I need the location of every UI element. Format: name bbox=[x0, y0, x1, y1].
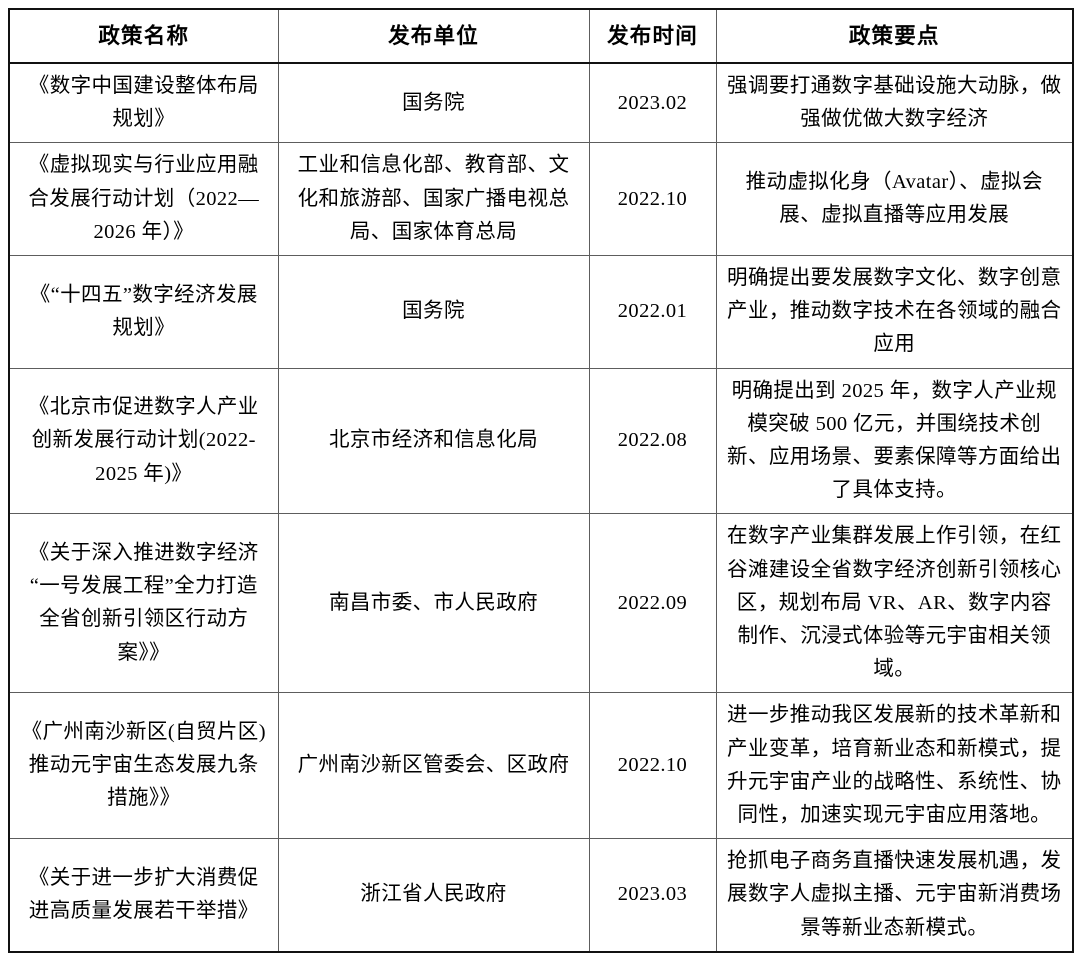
policy-table-container: 政策名称 发布单位 发布时间 政策要点 《数字中国建设整体布局规划》 国务院 2… bbox=[8, 8, 1074, 953]
cell-policy-points: 强调要打通数字基础设施大动脉，做强做优做大数字经济 bbox=[715, 62, 1073, 144]
cell-issue-date: 2022.01 bbox=[588, 255, 717, 369]
cell-issue-date: 2023.02 bbox=[588, 62, 717, 144]
cell-policy-points: 明确提出要发展数字文化、数字创意产业，推动数字技术在各领域的融合应用 bbox=[715, 255, 1073, 369]
cell-policy-name: 《“十四五”数字经济发展规划》 bbox=[9, 255, 279, 369]
cell-issuing-org: 浙江省人民政府 bbox=[277, 838, 590, 952]
cell-policy-points: 进一步推动我区发展新的技术革新和产业变革，培育新业态和新模式，提升元宇宙产业的战… bbox=[715, 692, 1073, 840]
table-row: 《广州南沙新区(自贸片区)推动元宇宙生态发展九条措施》》 广州南沙新区管委会、区… bbox=[9, 692, 1073, 840]
column-header-issue-date: 发布时间 bbox=[588, 9, 717, 64]
table-row: 《关于进一步扩大消费促进高质量发展若干举措》 浙江省人民政府 2023.03 抢… bbox=[9, 838, 1073, 952]
cell-issue-date: 2022.10 bbox=[588, 142, 717, 257]
table-row: 《“十四五”数字经济发展规划》 国务院 2022.01 明确提出要发展数字文化、… bbox=[9, 255, 1073, 369]
cell-issuing-org: 工业和信息化部、教育部、文化和旅游部、国家广播电视总局、国家体育总局 bbox=[277, 142, 590, 257]
table-row: 《数字中国建设整体布局规划》 国务院 2023.02 强调要打通数字基础设施大动… bbox=[9, 62, 1073, 144]
column-header-policy-name: 政策名称 bbox=[9, 9, 279, 64]
cell-policy-name: 《北京市促进数字人产业创新发展行动计划(2022-2025 年)》 bbox=[9, 367, 279, 515]
cell-policy-name: 《广州南沙新区(自贸片区)推动元宇宙生态发展九条措施》》 bbox=[9, 692, 279, 840]
column-header-issuing-org: 发布单位 bbox=[277, 9, 590, 64]
table-row: 《虚拟现实与行业应用融合发展行动计划（2022—2026 年）》 工业和信息化部… bbox=[9, 142, 1073, 257]
cell-policy-name: 《虚拟现实与行业应用融合发展行动计划（2022—2026 年）》 bbox=[9, 142, 279, 257]
cell-issuing-org: 广州南沙新区管委会、区政府 bbox=[277, 692, 590, 840]
cell-issuing-org: 国务院 bbox=[277, 255, 590, 369]
cell-issuing-org: 国务院 bbox=[277, 62, 590, 144]
cell-issuing-org: 南昌市委、市人民政府 bbox=[277, 513, 590, 694]
table-row: 《关于深入推进数字经济“一号发展工程”全力打造全省创新引领区行动方案》》 南昌市… bbox=[9, 513, 1073, 694]
table-row: 《北京市促进数字人产业创新发展行动计划(2022-2025 年)》 北京市经济和… bbox=[9, 367, 1073, 515]
table-body: 《数字中国建设整体布局规划》 国务院 2023.02 强调要打通数字基础设施大动… bbox=[9, 62, 1073, 952]
cell-issue-date: 2022.08 bbox=[588, 367, 717, 515]
cell-policy-name: 《关于进一步扩大消费促进高质量发展若干举措》 bbox=[9, 838, 279, 952]
cell-policy-name: 《关于深入推进数字经济“一号发展工程”全力打造全省创新引领区行动方案》》 bbox=[9, 513, 279, 694]
column-header-policy-points: 政策要点 bbox=[715, 9, 1073, 64]
cell-issue-date: 2022.10 bbox=[588, 692, 717, 840]
table-header-row: 政策名称 发布单位 发布时间 政策要点 bbox=[9, 9, 1073, 64]
cell-issue-date: 2022.09 bbox=[588, 513, 717, 694]
table-header: 政策名称 发布单位 发布时间 政策要点 bbox=[9, 9, 1073, 64]
cell-issue-date: 2023.03 bbox=[588, 838, 717, 952]
policy-table: 政策名称 发布单位 发布时间 政策要点 《数字中国建设整体布局规划》 国务院 2… bbox=[8, 8, 1074, 953]
cell-policy-points: 明确提出到 2025 年，数字人产业规模突破 500 亿元，并围绕技术创新、应用… bbox=[715, 367, 1073, 515]
cell-issuing-org: 北京市经济和信息化局 bbox=[277, 367, 590, 515]
cell-policy-points: 在数字产业集群发展上作引领，在红谷滩建设全省数字经济创新引领核心区，规划布局 V… bbox=[715, 513, 1073, 694]
cell-policy-points: 抢抓电子商务直播快速发展机遇，发展数字人虚拟主播、元宇宙新消费场景等新业态新模式… bbox=[715, 838, 1073, 952]
cell-policy-points: 推动虚拟化身（Avatar）、虚拟会展、虚拟直播等应用发展 bbox=[715, 142, 1073, 257]
cell-policy-name: 《数字中国建设整体布局规划》 bbox=[9, 62, 279, 144]
